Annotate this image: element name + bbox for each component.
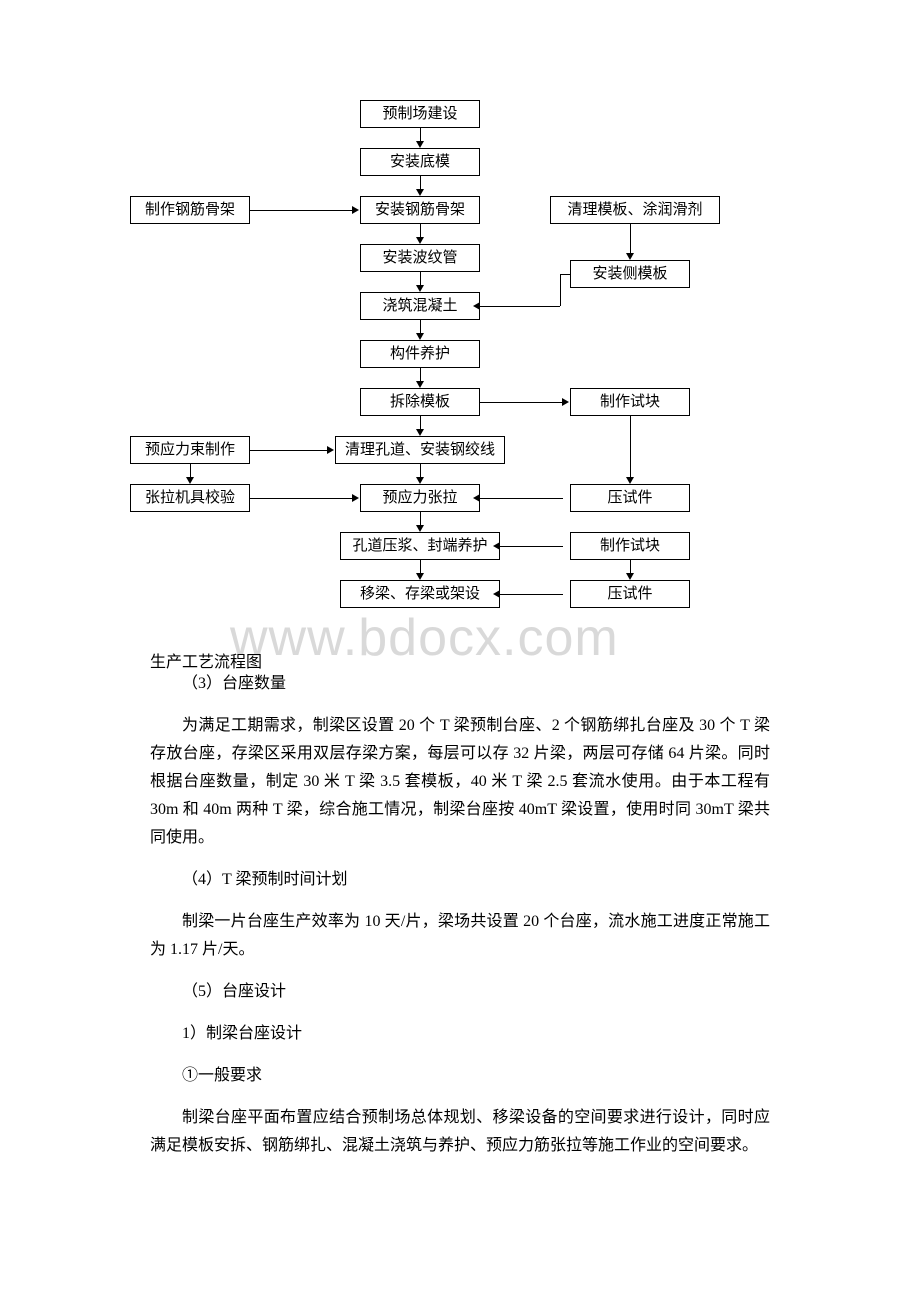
node-clean-install-strand: 清理孔道、安装钢绞线 [335, 436, 505, 464]
node-curing: 构件养护 [360, 340, 480, 368]
section-5-item1: 1）制梁台座设计 [150, 1020, 770, 1048]
node-move-beam: 移梁、存梁或架设 [340, 580, 500, 608]
node-test-block-2: 制作试块 [570, 532, 690, 560]
node-grouting: 孔道压浆、封端养护 [340, 532, 500, 560]
node-prestress-bundle: 预应力束制作 [130, 436, 250, 464]
node-prefab-site: 预制场建设 [360, 100, 480, 128]
node-test-block-1: 制作试块 [570, 388, 690, 416]
section-4-title: （4）T 梁预制时间计划 [150, 866, 770, 894]
node-make-rebar: 制作钢筋骨架 [130, 196, 250, 224]
node-press-test-1: 压试件 [570, 484, 690, 512]
node-jack-calibration: 张拉机具校验 [130, 484, 250, 512]
section-5-item2: ①一般要求 [150, 1062, 770, 1090]
node-install-bottom: 安装底模 [360, 148, 480, 176]
flowchart-container: 预制场建设 安装底模 安装钢筋骨架 安装波纹管 浇筑混凝土 构件养护 拆除模板 … [120, 100, 800, 660]
node-pour-concrete: 浇筑混凝土 [360, 292, 480, 320]
node-install-rebar: 安装钢筋骨架 [360, 196, 480, 224]
node-install-corrugated: 安装波纹管 [360, 244, 480, 272]
section-5-title: （5）台座设计 [150, 978, 770, 1006]
section-4-para: 制梁一片台座生产效率为 10 天/片，梁场共设置 20 个台座，流水施工进度正常… [150, 908, 770, 964]
section-5-para: 制梁台座平面布置应结合预制场总体规划、移梁设备的空间要求进行设计，同时应满足模板… [150, 1104, 770, 1160]
node-clean-formwork: 清理模板、涂润滑剂 [550, 196, 720, 224]
node-side-formwork: 安装侧模板 [570, 260, 690, 288]
node-remove-formwork: 拆除模板 [360, 388, 480, 416]
node-press-test-2: 压试件 [570, 580, 690, 608]
section-3-para: 为满足工期需求，制梁区设置 20 个 T 梁预制台座、2 个钢筋绑扎台座及 30… [150, 712, 770, 852]
document-body: （3）台座数量 为满足工期需求，制梁区设置 20 个 T 梁预制台座、2 个钢筋… [150, 670, 770, 1174]
flowchart-caption: 生产工艺流程图 [150, 648, 262, 672]
node-prestress-tension: 预应力张拉 [360, 484, 480, 512]
section-3-title: （3）台座数量 [150, 670, 770, 698]
